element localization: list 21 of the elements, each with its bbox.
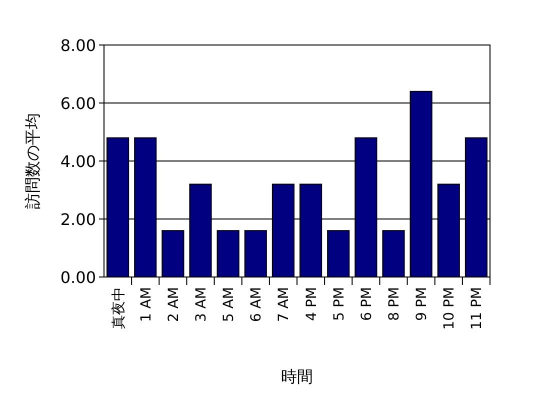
y-tick-label: 2.00 [60,210,96,229]
y-tick-label: 4.00 [60,152,96,171]
x-tick-label: 6 AM [248,287,265,322]
y-tick-label: 6.00 [60,94,96,113]
y-axis-title: 訪問数の平均 [23,113,42,209]
x-tick-label: 6 PM [358,287,375,321]
x-tick-label: 9 PM [414,287,430,321]
x-tick-label: 4 PM [304,287,320,321]
y-tick-label: 8.00 [60,36,96,55]
x-tick-label: 5 AM [221,287,238,322]
x-tick-label: 真夜中 [110,287,127,329]
x-tick-label: 7 AM [276,287,292,322]
x-tick-label: 5 PM [331,287,348,321]
x-tick-label: 11 PM [469,287,486,330]
x-axis-title: 時間 [281,367,313,386]
y-tick-label: 0.00 [60,268,96,287]
x-tick-label: 8 PM [386,287,402,321]
x-tick-label: 3 AM [194,287,210,322]
x-tick-label: 1 AM [138,287,154,322]
x-tick-label: 2 AM [166,287,182,322]
x-tick-label: 10 PM [442,287,458,330]
